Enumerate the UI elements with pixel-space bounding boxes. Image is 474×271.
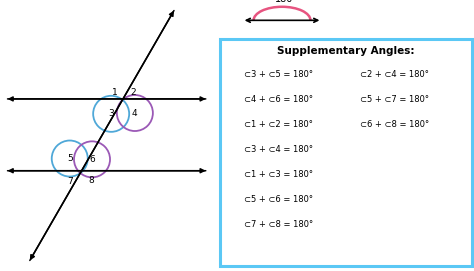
Text: ⊂1 + ⊂2 = 180°: ⊂1 + ⊂2 = 180° [244, 120, 313, 129]
Text: 7: 7 [67, 176, 73, 186]
FancyBboxPatch shape [220, 39, 472, 266]
Text: 2: 2 [131, 88, 136, 97]
Text: Supplementary Angles:: Supplementary Angles: [277, 46, 415, 56]
Text: 6: 6 [89, 155, 95, 164]
Text: ⊂5 + ⊂7 = 180°: ⊂5 + ⊂7 = 180° [360, 95, 429, 104]
Text: 4: 4 [132, 108, 137, 118]
Text: ⊂6 + ⊂8 = 180°: ⊂6 + ⊂8 = 180° [360, 120, 429, 129]
Text: 3: 3 [108, 109, 114, 118]
Text: ⊂5 + ⊂6 = 180°: ⊂5 + ⊂6 = 180° [244, 195, 313, 204]
Text: ⊂4 + ⊂6 = 180°: ⊂4 + ⊂6 = 180° [244, 95, 313, 104]
Text: ⊂7 + ⊂8 = 180°: ⊂7 + ⊂8 = 180° [244, 220, 313, 229]
Text: ⊂3 + ⊂5 = 180°: ⊂3 + ⊂5 = 180° [244, 70, 313, 79]
Text: 1: 1 [111, 88, 118, 97]
Text: ⊂1 + ⊂3 = 180°: ⊂1 + ⊂3 = 180° [244, 170, 313, 179]
Text: 180°: 180° [275, 0, 298, 4]
Text: 5: 5 [67, 154, 73, 163]
Text: ⊂3 + ⊂4 = 180°: ⊂3 + ⊂4 = 180° [244, 145, 313, 154]
Text: ⊂2 + ⊂4 = 180°: ⊂2 + ⊂4 = 180° [360, 70, 429, 79]
Text: 8: 8 [88, 176, 94, 185]
